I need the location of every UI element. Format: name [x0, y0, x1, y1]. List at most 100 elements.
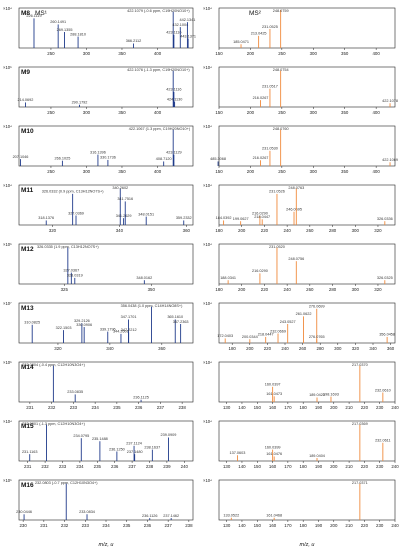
- peak-label: 231.0520: [269, 245, 285, 249]
- intensity-exponent: ×10⁴: [3, 419, 12, 424]
- peak-label: 231.0526: [269, 190, 285, 194]
- peak-label: 347.2212: [121, 328, 137, 332]
- x-tick-label: 150: [254, 464, 262, 469]
- x-tick-label: 232: [61, 523, 69, 528]
- compound-label: M11: [21, 187, 34, 194]
- plot-frame: [18, 125, 194, 167]
- x-tick-label: 300: [310, 110, 318, 115]
- x-tick-label: 237: [157, 405, 165, 410]
- x-tick-label: 230: [376, 464, 384, 469]
- peak-label: 216.0290: [252, 269, 268, 273]
- x-tick-label: 140: [238, 405, 246, 410]
- spectrum-panel-ms2-7: ×10⁴ 130 140 150 160 170 180 190 200 210 220 230 240…: [203, 419, 399, 469]
- x-tick-label: 240: [283, 228, 291, 233]
- x-tick-label: 238: [146, 464, 154, 469]
- peak-label: 214.0692: [18, 98, 34, 102]
- x-tick-label: 300: [83, 169, 91, 174]
- x-tick-label: 220: [264, 346, 272, 351]
- compound-label: M9: [21, 69, 30, 76]
- peak-label: 246.0695: [286, 208, 302, 212]
- peak-label: 248.0763: [288, 186, 304, 190]
- x-tick-label: 220: [361, 523, 369, 528]
- x-tick-label: 350: [341, 110, 349, 115]
- peak-label: 217.0370: [352, 363, 368, 367]
- peak-label: 237.1124: [126, 442, 142, 446]
- peak-label: 189.0404: [309, 454, 325, 458]
- spectrum-panel-ms2-8: ×10⁴ 130 140 150 160 170 180 190 200 210 220 230 240…: [203, 478, 399, 528]
- x-tick-label: 200: [247, 110, 255, 115]
- peak-label: 269.1355: [57, 28, 73, 32]
- x-tick-label: 300: [352, 287, 360, 292]
- peak-label: 422.1079 (-0.6 ppm, C19H20NO10+): [127, 9, 190, 13]
- ms-level-label: MS¹: [35, 10, 48, 17]
- x-tick-label: 190: [315, 405, 323, 410]
- peak-label: 326.0332 (0.9 ppm, C13H12NO7S+): [42, 190, 104, 194]
- plot-frame: [218, 420, 396, 462]
- plot-frame: [218, 479, 396, 521]
- x-tick-label: 235: [123, 523, 131, 528]
- x-tick-label: 130: [223, 523, 231, 528]
- x-tick-label: 250: [47, 110, 55, 115]
- x-tick-label: 150: [254, 405, 262, 410]
- x-tick-label: 236: [135, 405, 143, 410]
- intensity-exponent: ×10⁴: [203, 6, 212, 11]
- peak-label: 161.0473: [266, 392, 282, 396]
- x-tick-label: 160: [269, 523, 277, 528]
- compound-label: M16: [21, 482, 34, 489]
- peak-label: 230.0446: [16, 510, 32, 514]
- peak-label: 235.1488: [92, 437, 108, 441]
- x-tick-label: 200: [330, 405, 338, 410]
- peak-label: 188.0341: [220, 276, 236, 280]
- x-tick-label: 240: [283, 287, 291, 292]
- peak-label: 322.1503: [56, 326, 72, 330]
- peak-label: 248.0760: [273, 127, 289, 131]
- x-tick-label: 150: [254, 523, 262, 528]
- intensity-exponent: ×10⁴: [203, 419, 212, 424]
- intensity-exponent: ×10⁴: [203, 124, 212, 129]
- peak-label: 185.0471: [233, 40, 249, 44]
- x-tick-label: 350: [148, 287, 156, 292]
- peak-label: 326.0325: [377, 276, 393, 280]
- x-tick-label: 250: [278, 110, 286, 115]
- x-tick-label: 300: [310, 51, 318, 56]
- intensity-exponent: ×10⁴: [203, 183, 212, 188]
- spectrum-panel-ms1-0: ×10⁴ M8 MS¹ 250 300 350 400 226.1119 260.1491 269…: [3, 6, 196, 56]
- plot-frame: [218, 125, 396, 167]
- peak-label: 424.1130: [167, 97, 183, 101]
- x-tick-label: 230: [19, 523, 27, 528]
- peak-label: 231.0525: [262, 25, 278, 29]
- plot-frame: [18, 66, 194, 108]
- peak-label: 341.2629: [116, 214, 132, 218]
- x-tick-label: 240: [391, 405, 399, 410]
- x-tick-label: 200: [238, 228, 246, 233]
- x-tick-label: 300: [310, 169, 318, 174]
- peak-label: 485.3068: [210, 157, 226, 161]
- x-tick-label: 180: [215, 287, 223, 292]
- x-tick-label: 200: [246, 346, 254, 351]
- x-tick-label: 236: [111, 464, 119, 469]
- intensity-exponent: ×10⁵: [3, 478, 12, 483]
- peak-label: 217.0371: [352, 481, 368, 485]
- intensity-exponent: ×10⁴: [3, 183, 12, 188]
- x-tick-label: 230: [376, 523, 384, 528]
- x-tick-label: 240: [281, 346, 289, 351]
- x-tick-label: 280: [329, 287, 337, 292]
- x-tick-label: 235: [94, 464, 102, 469]
- plot-frame: [18, 302, 194, 344]
- peak-label: 422.1078: [382, 99, 398, 103]
- x-tick-label: 250: [47, 169, 55, 174]
- peak-label: 216.0267: [253, 96, 269, 100]
- plot-frame: [18, 184, 194, 226]
- plot-frame: [218, 302, 396, 344]
- intensity-exponent: ×10⁴: [203, 301, 212, 306]
- spectrum-panel-ms1-6: ×10⁵ M14 231 232 233 234 235 236 237 238 232.0804 …: [3, 360, 194, 410]
- peak-label: 365.1610: [167, 315, 183, 319]
- x-tick-label: 280: [329, 228, 337, 233]
- peak-label: 160.0397: [265, 383, 281, 387]
- x-tick-label: 240: [181, 464, 189, 469]
- x-tick-label: 400: [372, 51, 380, 56]
- compound-label: M12: [21, 246, 34, 253]
- x-tick-label: 400: [154, 51, 162, 56]
- peak-label: 233.0835: [67, 390, 83, 394]
